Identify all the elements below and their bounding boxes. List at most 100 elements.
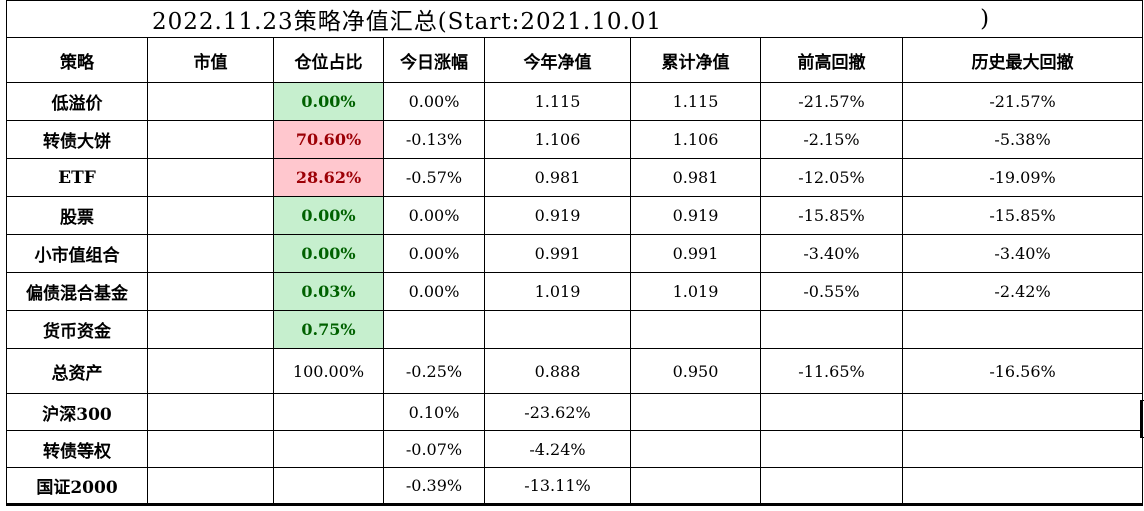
- table-row-benchmark: 国证2000 -0.39% -13.11%: [6, 467, 1144, 505]
- cell-drawdown-from-high[interactable]: [760, 467, 903, 505]
- cell-cumulative-nav[interactable]: 1.106: [630, 120, 761, 159]
- cell-max-drawdown[interactable]: -3.40%: [901, 234, 1144, 273]
- cell-cumulative-nav[interactable]: [630, 430, 761, 468]
- cell-drawdown-from-high[interactable]: -21.57%: [760, 82, 903, 121]
- cell-market-value[interactable]: [147, 120, 274, 159]
- header-cell-drawdown-from-high[interactable]: 前高回撤: [760, 37, 903, 83]
- cell-market-value[interactable]: [147, 310, 274, 349]
- cell-strategy-name[interactable]: 总资产: [6, 348, 148, 394]
- cell-position-ratio[interactable]: 70.60%: [273, 120, 384, 159]
- cell-ytd-nav[interactable]: -4.24%: [484, 430, 631, 468]
- cell-cumulative-nav[interactable]: 0.981: [630, 158, 761, 197]
- cell-strategy-name[interactable]: 转债等权: [6, 430, 148, 468]
- cell-market-value[interactable]: [147, 430, 274, 468]
- cell-ytd-nav[interactable]: 0.888: [484, 348, 631, 394]
- cell-today-change[interactable]: [383, 310, 485, 349]
- cell-max-drawdown[interactable]: -15.85%: [901, 196, 1144, 235]
- cell-drawdown-from-high[interactable]: -3.40%: [760, 234, 903, 273]
- cell-max-drawdown[interactable]: [901, 430, 1144, 468]
- cell-max-drawdown[interactable]: -21.57%: [901, 82, 1144, 121]
- cell-cumulative-nav[interactable]: [630, 467, 761, 505]
- cell-cumulative-nav[interactable]: 0.919: [630, 196, 761, 235]
- cell-drawdown-from-high[interactable]: -15.85%: [760, 196, 903, 235]
- cell-strategy-name[interactable]: 小市值组合: [6, 234, 148, 273]
- cell-max-drawdown[interactable]: -2.42%: [901, 272, 1144, 311]
- cell-drawdown-from-high[interactable]: [760, 430, 903, 468]
- cell-today-change[interactable]: -0.07%: [383, 430, 485, 468]
- cell-today-change[interactable]: 0.00%: [383, 272, 485, 311]
- cell-today-change[interactable]: -0.25%: [383, 348, 485, 394]
- cell-max-drawdown[interactable]: -19.09%: [901, 158, 1144, 197]
- cell-max-drawdown[interactable]: -16.56%: [901, 348, 1144, 394]
- cell-selection-border-artifact: [1140, 400, 1144, 438]
- cell-market-value[interactable]: [147, 196, 274, 235]
- cell-position-ratio[interactable]: [273, 430, 384, 468]
- cell-today-change[interactable]: 0.10%: [383, 393, 485, 431]
- cell-position-ratio[interactable]: [273, 467, 384, 505]
- header-cell-strategy[interactable]: 策略: [6, 37, 148, 83]
- cell-ytd-nav[interactable]: 1.019: [484, 272, 631, 311]
- table-header-row: 策略 市值 仓位占比 今日涨幅 今年净值 累计净值 前高回撤 历史最大回撤: [6, 37, 1144, 83]
- cell-cumulative-nav[interactable]: 0.991: [630, 234, 761, 273]
- cell-strategy-name[interactable]: 低溢价: [6, 82, 148, 121]
- cell-today-change[interactable]: 0.00%: [383, 234, 485, 273]
- cell-ytd-nav[interactable]: 0.919: [484, 196, 631, 235]
- cell-drawdown-from-high[interactable]: [760, 310, 903, 349]
- cell-position-ratio[interactable]: 28.62%: [273, 158, 384, 197]
- cell-drawdown-from-high[interactable]: -2.15%: [760, 120, 903, 159]
- cell-position-ratio[interactable]: 0.00%: [273, 234, 384, 273]
- cell-max-drawdown[interactable]: [901, 310, 1144, 349]
- cell-today-change[interactable]: 0.00%: [383, 82, 485, 121]
- cell-drawdown-from-high[interactable]: -12.05%: [760, 158, 903, 197]
- cell-cumulative-nav[interactable]: [630, 310, 761, 349]
- header-cell-max-drawdown[interactable]: 历史最大回撤: [901, 37, 1144, 83]
- cell-ytd-nav[interactable]: [484, 310, 631, 349]
- cell-position-ratio[interactable]: 100.00%: [273, 348, 384, 394]
- cell-ytd-nav[interactable]: -13.11%: [484, 467, 631, 505]
- cell-market-value[interactable]: [147, 82, 274, 121]
- cell-today-change[interactable]: -0.57%: [383, 158, 485, 197]
- cell-max-drawdown[interactable]: [901, 393, 1144, 431]
- title-cell[interactable]: 2022.11.23策略净值汇总(Start:2021.10.01 ): [5, 0, 1144, 38]
- header-cell-today-change[interactable]: 今日涨幅: [383, 37, 485, 83]
- header-cell-position-ratio[interactable]: 仓位占比: [273, 37, 384, 83]
- cell-position-ratio[interactable]: 0.00%: [273, 82, 384, 121]
- cell-drawdown-from-high[interactable]: -0.55%: [760, 272, 903, 311]
- cell-position-ratio[interactable]: 0.03%: [273, 272, 384, 311]
- cell-market-value[interactable]: [147, 393, 274, 431]
- cell-cumulative-nav[interactable]: 0.950: [630, 348, 761, 394]
- cell-ytd-nav[interactable]: -23.62%: [484, 393, 631, 431]
- cell-strategy-name[interactable]: ETF: [6, 158, 148, 197]
- cell-ytd-nav[interactable]: 0.981: [484, 158, 631, 197]
- cell-ytd-nav[interactable]: 0.991: [484, 234, 631, 273]
- cell-cumulative-nav[interactable]: 1.115: [630, 82, 761, 121]
- cell-market-value[interactable]: [147, 272, 274, 311]
- cell-strategy-name[interactable]: 转债大饼: [6, 120, 148, 159]
- cell-strategy-name[interactable]: 沪深300: [6, 393, 148, 431]
- cell-position-ratio[interactable]: 0.00%: [273, 196, 384, 235]
- cell-max-drawdown[interactable]: [901, 467, 1144, 505]
- cell-drawdown-from-high[interactable]: -11.65%: [760, 348, 903, 394]
- header-cell-cumulative-nav[interactable]: 累计净值: [630, 37, 761, 83]
- cell-today-change[interactable]: -0.39%: [383, 467, 485, 505]
- header-cell-ytd-nav[interactable]: 今年净值: [484, 37, 631, 83]
- cell-today-change[interactable]: 0.00%: [383, 196, 485, 235]
- cell-position-ratio[interactable]: [273, 393, 384, 431]
- cell-max-drawdown[interactable]: -5.38%: [901, 120, 1144, 159]
- cell-ytd-nav[interactable]: 1.106: [484, 120, 631, 159]
- cell-market-value[interactable]: [147, 348, 274, 394]
- cell-strategy-name[interactable]: 偏债混合基金: [6, 272, 148, 311]
- cell-market-value[interactable]: [147, 234, 274, 273]
- cell-strategy-name[interactable]: 国证2000: [6, 467, 148, 505]
- cell-market-value[interactable]: [147, 467, 274, 505]
- cell-today-change[interactable]: -0.13%: [383, 120, 485, 159]
- cell-position-ratio[interactable]: 0.75%: [273, 310, 384, 349]
- cell-ytd-nav[interactable]: 1.115: [484, 82, 631, 121]
- cell-market-value[interactable]: [147, 158, 274, 197]
- header-cell-market-value[interactable]: 市值: [147, 37, 274, 83]
- cell-drawdown-from-high[interactable]: [760, 393, 903, 431]
- cell-strategy-name[interactable]: 股票: [6, 196, 148, 235]
- cell-strategy-name[interactable]: 货币资金: [6, 310, 148, 349]
- cell-cumulative-nav[interactable]: 1.019: [630, 272, 761, 311]
- cell-cumulative-nav[interactable]: [630, 393, 761, 431]
